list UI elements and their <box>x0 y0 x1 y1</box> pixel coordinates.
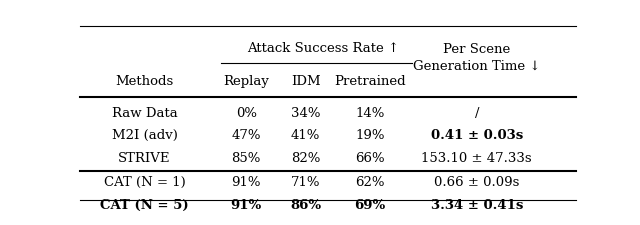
Text: M2I (adv): M2I (adv) <box>111 129 177 142</box>
Text: 85%: 85% <box>232 151 261 164</box>
Text: 69%: 69% <box>355 198 386 211</box>
Text: 34%: 34% <box>291 106 321 119</box>
Text: 0%: 0% <box>236 106 257 119</box>
Text: Raw Data: Raw Data <box>111 106 177 119</box>
Text: 47%: 47% <box>232 129 261 142</box>
Text: 19%: 19% <box>355 129 385 142</box>
Text: 153.10 ± 47.33s: 153.10 ± 47.33s <box>422 151 532 164</box>
Text: 71%: 71% <box>291 176 321 189</box>
Text: 41%: 41% <box>291 129 321 142</box>
Text: CAT (N = 5): CAT (N = 5) <box>100 198 189 211</box>
Text: Attack Success Rate ↑: Attack Success Rate ↑ <box>247 42 399 55</box>
Text: 82%: 82% <box>291 151 321 164</box>
Text: 0.66 ± 0.09s: 0.66 ± 0.09s <box>434 176 520 189</box>
Text: 3.34 ± 0.41s: 3.34 ± 0.41s <box>431 198 523 211</box>
Text: 91%: 91% <box>232 176 261 189</box>
Text: 66%: 66% <box>355 151 385 164</box>
Text: /: / <box>474 106 479 119</box>
Text: 91%: 91% <box>230 198 262 211</box>
Text: Pretrained: Pretrained <box>334 75 406 88</box>
Text: Replay: Replay <box>223 75 269 88</box>
Text: Per Scene
Generation Time ↓: Per Scene Generation Time ↓ <box>413 43 541 72</box>
Text: Methods: Methods <box>115 75 173 88</box>
Text: 86%: 86% <box>290 198 321 211</box>
Text: 0.41 ± 0.03s: 0.41 ± 0.03s <box>431 129 523 142</box>
Text: STRIVE: STRIVE <box>118 151 171 164</box>
Text: CAT (N = 1): CAT (N = 1) <box>104 176 186 189</box>
Text: 62%: 62% <box>355 176 385 189</box>
Text: IDM: IDM <box>291 75 321 88</box>
Text: 14%: 14% <box>355 106 385 119</box>
